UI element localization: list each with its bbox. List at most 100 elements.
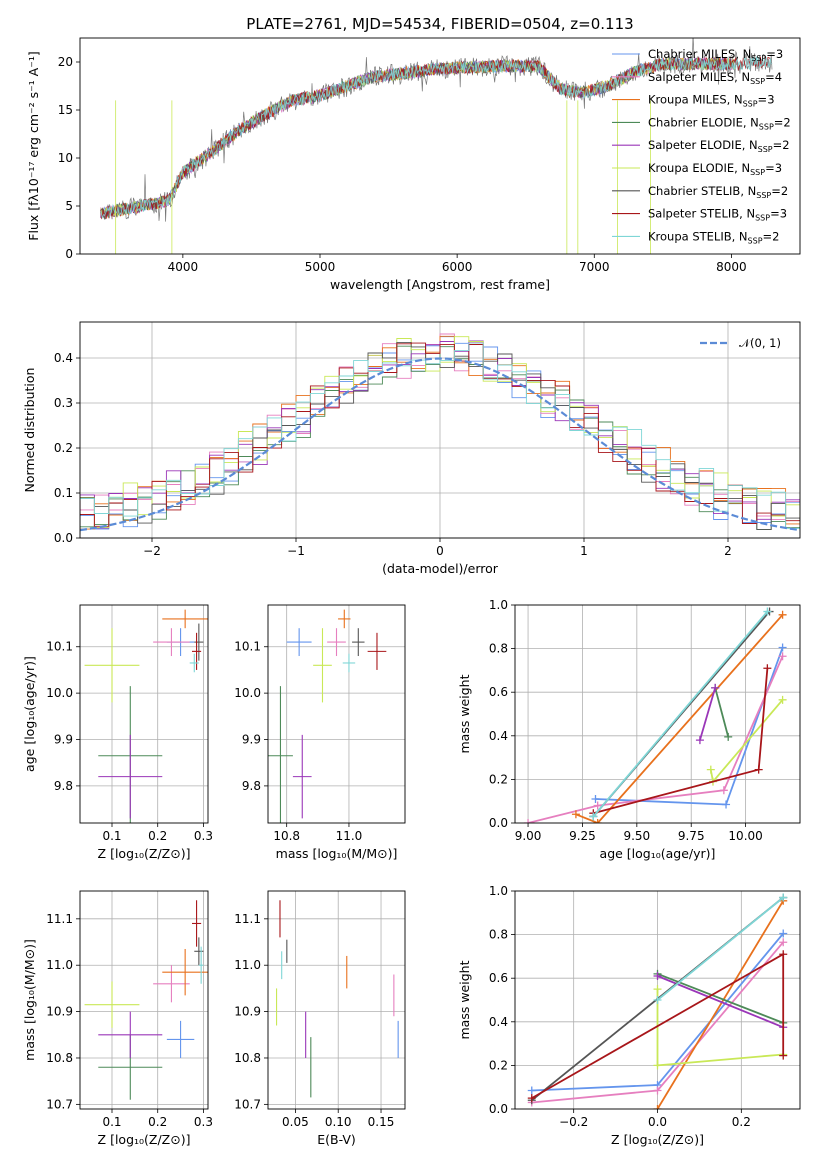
weight-marker [527, 1094, 536, 1103]
legend-label: Chabrier MILES, NSSP=3 [648, 47, 783, 63]
legend-label: Kroupa STELIB, NSSP=2 [648, 229, 780, 245]
y-tick-label: 1.0 [489, 884, 508, 898]
weight-series-1 [524, 652, 787, 823]
figure-title: PLATE=2761, MJD=54534, FIBERID=0504, z=0… [246, 15, 633, 33]
y-tick-label: 0.1 [54, 486, 73, 500]
weight-line [656, 989, 784, 1067]
y-tick-label: 0.3 [54, 396, 73, 410]
legend-label: Salpeter STELIB, NSSP=3 [648, 207, 787, 223]
weight-line [699, 687, 717, 741]
x-tick-label: 0 [436, 544, 444, 558]
y-tick-label: 0.6 [489, 971, 508, 985]
x-tick-label: 0.10 [325, 1115, 352, 1129]
weight-marker [711, 683, 720, 692]
chart-residuals: −2 −1 0 1 2 0.0 0.1 0.2 0.3 0.4 (data-model)/error… [22, 321, 801, 576]
weight-series-7 [589, 664, 772, 818]
x-tick-label: 9.00 [515, 829, 542, 843]
y-tick-label: 20 [58, 55, 73, 69]
weight-marker [779, 1051, 788, 1060]
x-axis-label: Z [log₁₀(Z/Z⊙)] [611, 1132, 704, 1147]
x-tick-label: 4000 [168, 260, 199, 274]
y-tick-label: 11.0 [234, 958, 261, 972]
y-tick-label: 11.1 [46, 912, 73, 926]
x-tick-label: 0.3 [194, 829, 213, 843]
y-tick-label: 9.8 [54, 779, 73, 793]
weight-series-2 [571, 610, 787, 823]
y-tick-label: 0.0 [489, 1102, 508, 1116]
legend-label: Chabrier ELODIE, NSSP=2 [648, 115, 791, 131]
y-tick-label: 0.2 [489, 772, 508, 786]
plot-area [268, 609, 387, 823]
x-tick-label: 5000 [305, 260, 336, 274]
legend-label: Salpeter ELODIE, NSSP=2 [648, 138, 790, 154]
chart-mass_vs_EBV: 0.05 0.10 0.15 10.7 10.8 10.9 11.0 11.1 E(B-V) [234, 890, 406, 1147]
y-tick-label: 10.0 [234, 686, 261, 700]
axes-frame [267, 890, 406, 1110]
weight-marker [763, 664, 772, 673]
weight-series-2 [653, 896, 788, 1109]
chart-spectrum: 4000 5000 6000 7000 8000 0 5 10 15 20 wavelength [… [26, 37, 801, 292]
weight-series-7 [527, 950, 788, 1103]
model-spectrum-0 [100, 56, 735, 219]
weight-marker [754, 765, 763, 774]
x-tick-label: 6000 [442, 260, 473, 274]
weight-marker [779, 950, 788, 959]
errorbar-point-3 [268, 686, 293, 823]
errorbar-point-6 [194, 937, 204, 966]
weight-series-8 [653, 893, 788, 1004]
weight-line [656, 900, 784, 1109]
legend-label: Kroupa ELODIE, NSSP=3 [648, 161, 782, 177]
x-tick-label: 0.15 [368, 1115, 395, 1129]
model-spectrum-4 [100, 56, 735, 218]
errorbar-point-8 [189, 653, 199, 673]
weight-marker [779, 938, 788, 947]
x-axis-label: wavelength [Angstrom, rest frame] [330, 277, 550, 292]
errorbar-point-2 [162, 609, 208, 629]
weight-marker [778, 695, 787, 704]
x-tick-label: 0.1 [102, 1115, 121, 1129]
weight-series-8 [589, 607, 772, 821]
x-tick-label: 9.50 [623, 829, 650, 843]
weight-marker [763, 607, 772, 616]
y-tick-label: 10.0 [46, 686, 73, 700]
plot-area [80, 333, 800, 536]
y-tick-label: 0.4 [489, 1015, 508, 1029]
y-tick-label: 0.8 [489, 928, 508, 942]
errorbar-point-7 [192, 900, 202, 947]
x-tick-label: 11.0 [336, 829, 363, 843]
weight-marker [706, 765, 715, 774]
weight-marker [778, 610, 787, 619]
errorbar-point-7 [192, 632, 202, 670]
errorbar-point-1 [153, 965, 190, 1003]
x-tick-label: 0.0 [648, 1115, 667, 1129]
y-tick-label: 1.0 [489, 598, 508, 612]
x-tick-label: 10.00 [728, 829, 762, 843]
legend-label: 𝒩(0, 1) [739, 336, 781, 350]
weight-marker [653, 1105, 662, 1109]
weight-series-4 [695, 683, 720, 745]
grid-lines [268, 891, 405, 1109]
errorbar-point-6 [194, 623, 204, 661]
y-tick-label: 10.8 [234, 1051, 261, 1065]
y-tick-label: 9.9 [54, 733, 73, 747]
errorbar-point-4 [98, 734, 163, 819]
axes-frame [514, 604, 801, 824]
y-tick-label: 10.1 [46, 640, 73, 654]
weight-line [593, 668, 769, 815]
weight-marker [593, 819, 602, 823]
x-tick-label: 0.3 [194, 1115, 213, 1129]
y-axis-label: Normed distribution [22, 368, 37, 493]
weight-marker [571, 810, 580, 819]
x-tick-label: 0.05 [282, 1115, 309, 1129]
x-axis-label: Z [log₁₀(Z/Z⊙)] [98, 846, 191, 861]
y-tick-label: 0.0 [54, 531, 73, 545]
residual-histogram-8 [80, 342, 800, 529]
weight-marker [653, 972, 662, 981]
x-tick-label: −1 [287, 544, 305, 558]
weight-line [656, 896, 784, 1001]
weight-line [575, 614, 784, 823]
legend-label: Chabrier STELIB, NSSP=2 [648, 184, 788, 200]
model-spectrum-2 [100, 56, 735, 219]
weight-marker [653, 985, 662, 994]
errorbar-point-1 [327, 628, 346, 657]
